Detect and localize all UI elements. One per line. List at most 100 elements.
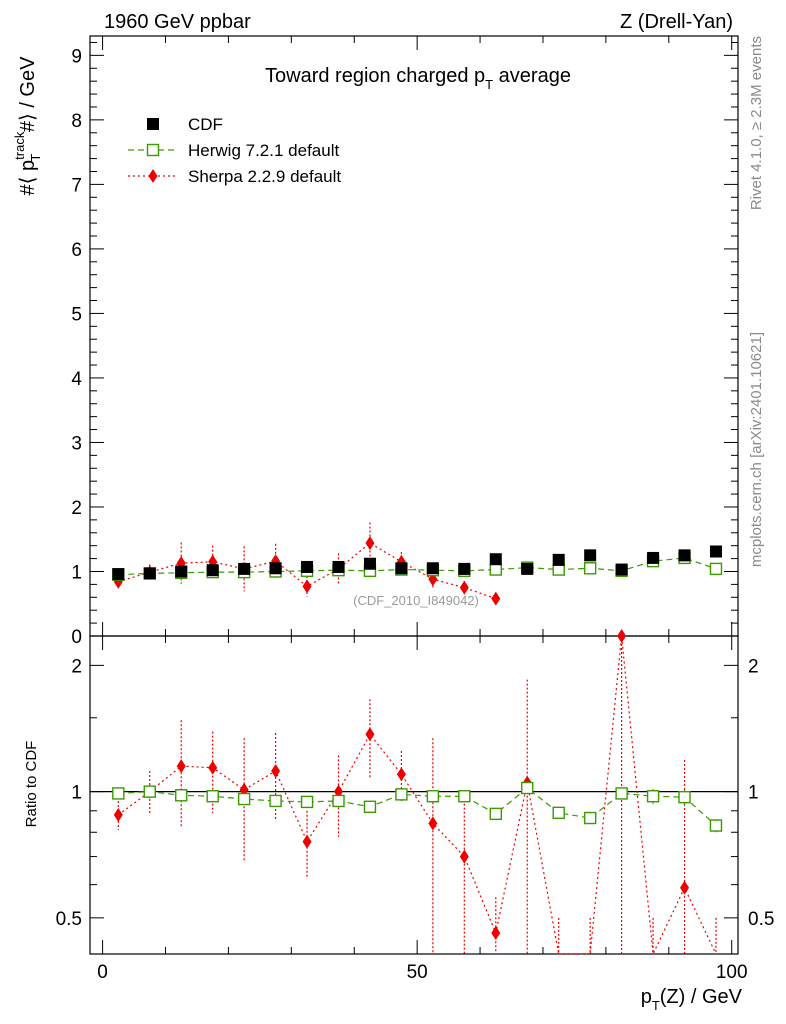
data-point (552, 553, 565, 566)
ratio-point (646, 790, 660, 803)
data-point (269, 562, 282, 575)
x-tick-label: 0 (97, 962, 108, 983)
ratio-point (396, 767, 406, 782)
ratio-point (365, 727, 375, 742)
ratio-point (237, 792, 251, 806)
data-point (647, 551, 660, 564)
ratio-point (363, 800, 377, 814)
y-tick-label: 1 (71, 562, 82, 583)
data-point (459, 580, 469, 595)
data-point (112, 568, 125, 581)
data-point (302, 579, 312, 594)
data-point (301, 560, 314, 573)
y-tick-label: 5 (71, 304, 82, 325)
chart-title: Toward region charged pT average (265, 65, 571, 92)
y-axis-label: #⟨ ptrackT #⟩ / GeV (12, 56, 43, 196)
ratio-point (458, 790, 471, 803)
data-point (365, 536, 375, 551)
y-tick-label: 6 (71, 240, 82, 261)
ratio-point (489, 807, 502, 821)
ratio-point (426, 790, 440, 803)
ratio-y-tick-label: 1 (71, 783, 82, 804)
data-point (489, 563, 502, 576)
ratio-y-tick-label-right: 2 (748, 656, 759, 677)
y-tick-label: 0 (71, 627, 82, 648)
main-panel: 0 1 2 3 4 5 6 7 8 9 Toward region charged pT aver… (12, 35, 739, 648)
data-point (491, 591, 501, 606)
data-point (143, 567, 156, 580)
x-tick-label: 100 (716, 962, 748, 983)
data-point (206, 564, 219, 577)
rivet-label: Rivet 4.1.0, ≥ 2.3M events (748, 36, 765, 210)
data-point (238, 562, 251, 575)
data-point (175, 565, 188, 578)
x-axis-label: pT(Z) / GeV (641, 986, 743, 1013)
ratio-series (112, 629, 723, 957)
ratio-point (208, 760, 218, 775)
ratio-point (709, 819, 723, 832)
legend-label: Herwig 7.2.1 default (188, 141, 339, 160)
ratio-point (491, 926, 501, 941)
series-line (117, 635, 717, 957)
ratio-point (459, 849, 469, 864)
ratio-y-tick-label-right: 1 (748, 783, 759, 804)
data-point (395, 562, 408, 575)
ratio-point (302, 834, 312, 849)
ratio-y-axis-label: Ratio to CDF (23, 741, 40, 828)
legend-label: Sherpa 2.2.9 default (188, 167, 341, 186)
y-tick-label: 9 (71, 46, 82, 67)
legend-label: CDF (188, 115, 223, 134)
ratio-point (206, 790, 219, 803)
data-point (583, 562, 597, 575)
watermark-label: (CDF_2010_I849042) (353, 593, 479, 608)
ratio-panel: 0.5 0.5 1 1 2 2 0 50 100 Ratio to CDF pT(Z) / Ge… (23, 629, 774, 1013)
ratio-point (680, 880, 690, 895)
y-tick-label: 7 (71, 175, 82, 196)
data-point (709, 562, 723, 576)
ratio-point (176, 759, 186, 774)
ratio-point (615, 787, 628, 800)
ratio-point (395, 788, 408, 801)
ratio-point (332, 794, 345, 808)
energy-label: 1960 GeV ppbar (104, 11, 251, 33)
x-tick-label: 50 (407, 962, 428, 983)
legend-marker (147, 118, 159, 130)
ratio-point (112, 787, 125, 800)
data-point (363, 557, 376, 570)
data-point (458, 562, 471, 575)
mcplots-label: mcplots.cern.ch [arXiv:2401.10621] (748, 332, 765, 567)
ratio-point (300, 795, 314, 809)
legend: CDF Herwig 7.2.1 default Sherpa 2.2.9 defa… (128, 115, 341, 186)
y-tick-label: 3 (71, 433, 82, 454)
main-series (112, 522, 723, 606)
data-point (521, 562, 534, 575)
ratio-y-tick-label: 0.5 (56, 909, 82, 930)
data-point (678, 549, 691, 562)
y-tick-label: 2 (71, 498, 82, 519)
data-point (584, 549, 597, 562)
ratio-point (617, 629, 627, 643)
ratio-point (583, 811, 597, 825)
data-point (615, 563, 628, 576)
ratio-point (143, 785, 156, 798)
ratio-point (521, 781, 534, 795)
ratio-y-tick-label-right: 0.5 (748, 909, 774, 930)
y-tick-label: 4 (71, 369, 82, 390)
ratio-point (113, 807, 123, 822)
legend-marker (146, 143, 160, 157)
ratio-point (678, 790, 691, 804)
ratio-frame (89, 635, 739, 955)
ratio-point (552, 806, 565, 820)
legend-marker (148, 169, 158, 183)
data-point (489, 553, 502, 566)
y-tick-label: 8 (71, 111, 82, 132)
ratio-point (271, 763, 281, 778)
main-axes: 0 1 2 3 4 5 6 7 8 9 (71, 36, 738, 648)
ratio-axes: 0.5 0.5 1 1 2 2 0 50 100 (56, 636, 774, 983)
data-point (426, 562, 439, 575)
ratio-point (269, 794, 282, 808)
data-point (709, 545, 722, 558)
ratio-y-tick-label: 2 (71, 656, 82, 677)
process-label: Z (Drell-Yan) (620, 11, 733, 33)
